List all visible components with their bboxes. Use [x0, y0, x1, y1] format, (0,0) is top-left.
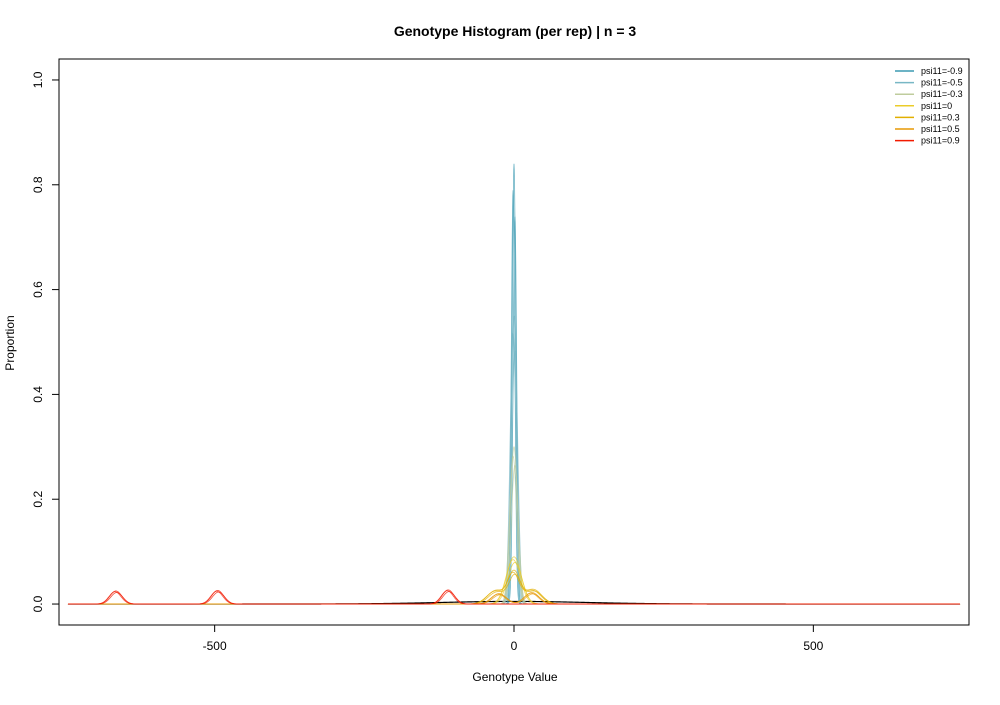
x-tick-label: -500 [203, 639, 227, 653]
x-axis-label: Genotype Value [472, 670, 557, 684]
series-line [67, 455, 961, 605]
legend-label: psi11=-0.3 [921, 89, 963, 99]
y-tick-label: 0.6 [31, 281, 45, 298]
series-line [67, 569, 961, 605]
legend-label: psi11=-0.5 [921, 78, 963, 88]
series-line [67, 350, 961, 605]
series-line [67, 592, 961, 605]
legend-label: psi11=0.5 [921, 124, 960, 134]
series-line [67, 464, 961, 605]
series-line [67, 190, 961, 605]
y-tick-label: 0.8 [31, 176, 45, 193]
legend-label: psi11=0.3 [921, 112, 960, 122]
axes-layer: -500 0 500 0.0 0.2 0.4 0.6 0.8 1.0 [31, 71, 824, 653]
legend: psi11=-0.9psi11=-0.5psi11=-0.3psi11=0psi… [895, 66, 963, 146]
series-layer [67, 163, 961, 605]
chart-title: Genotype Histogram (per rep) | n = 3 [394, 23, 637, 39]
series-line [67, 573, 961, 605]
y-tick-label: 0.2 [31, 491, 45, 508]
legend-label: psi11=0.9 [921, 136, 960, 146]
x-tick-label: 500 [803, 639, 823, 653]
y-axis-label: Proportion [3, 315, 17, 370]
series-line [67, 571, 961, 605]
y-tick-label: 0.0 [31, 595, 45, 612]
y-tick-label: 1.0 [31, 71, 45, 88]
y-tick-label: 0.4 [31, 386, 45, 403]
series-line [67, 590, 961, 605]
series-line [67, 559, 961, 605]
series-line [67, 556, 961, 605]
x-tick-label: 0 [511, 639, 518, 653]
legend-label: psi11=0 [921, 101, 952, 111]
series-line [67, 562, 961, 605]
legend-label: psi11=-0.9 [921, 66, 963, 76]
